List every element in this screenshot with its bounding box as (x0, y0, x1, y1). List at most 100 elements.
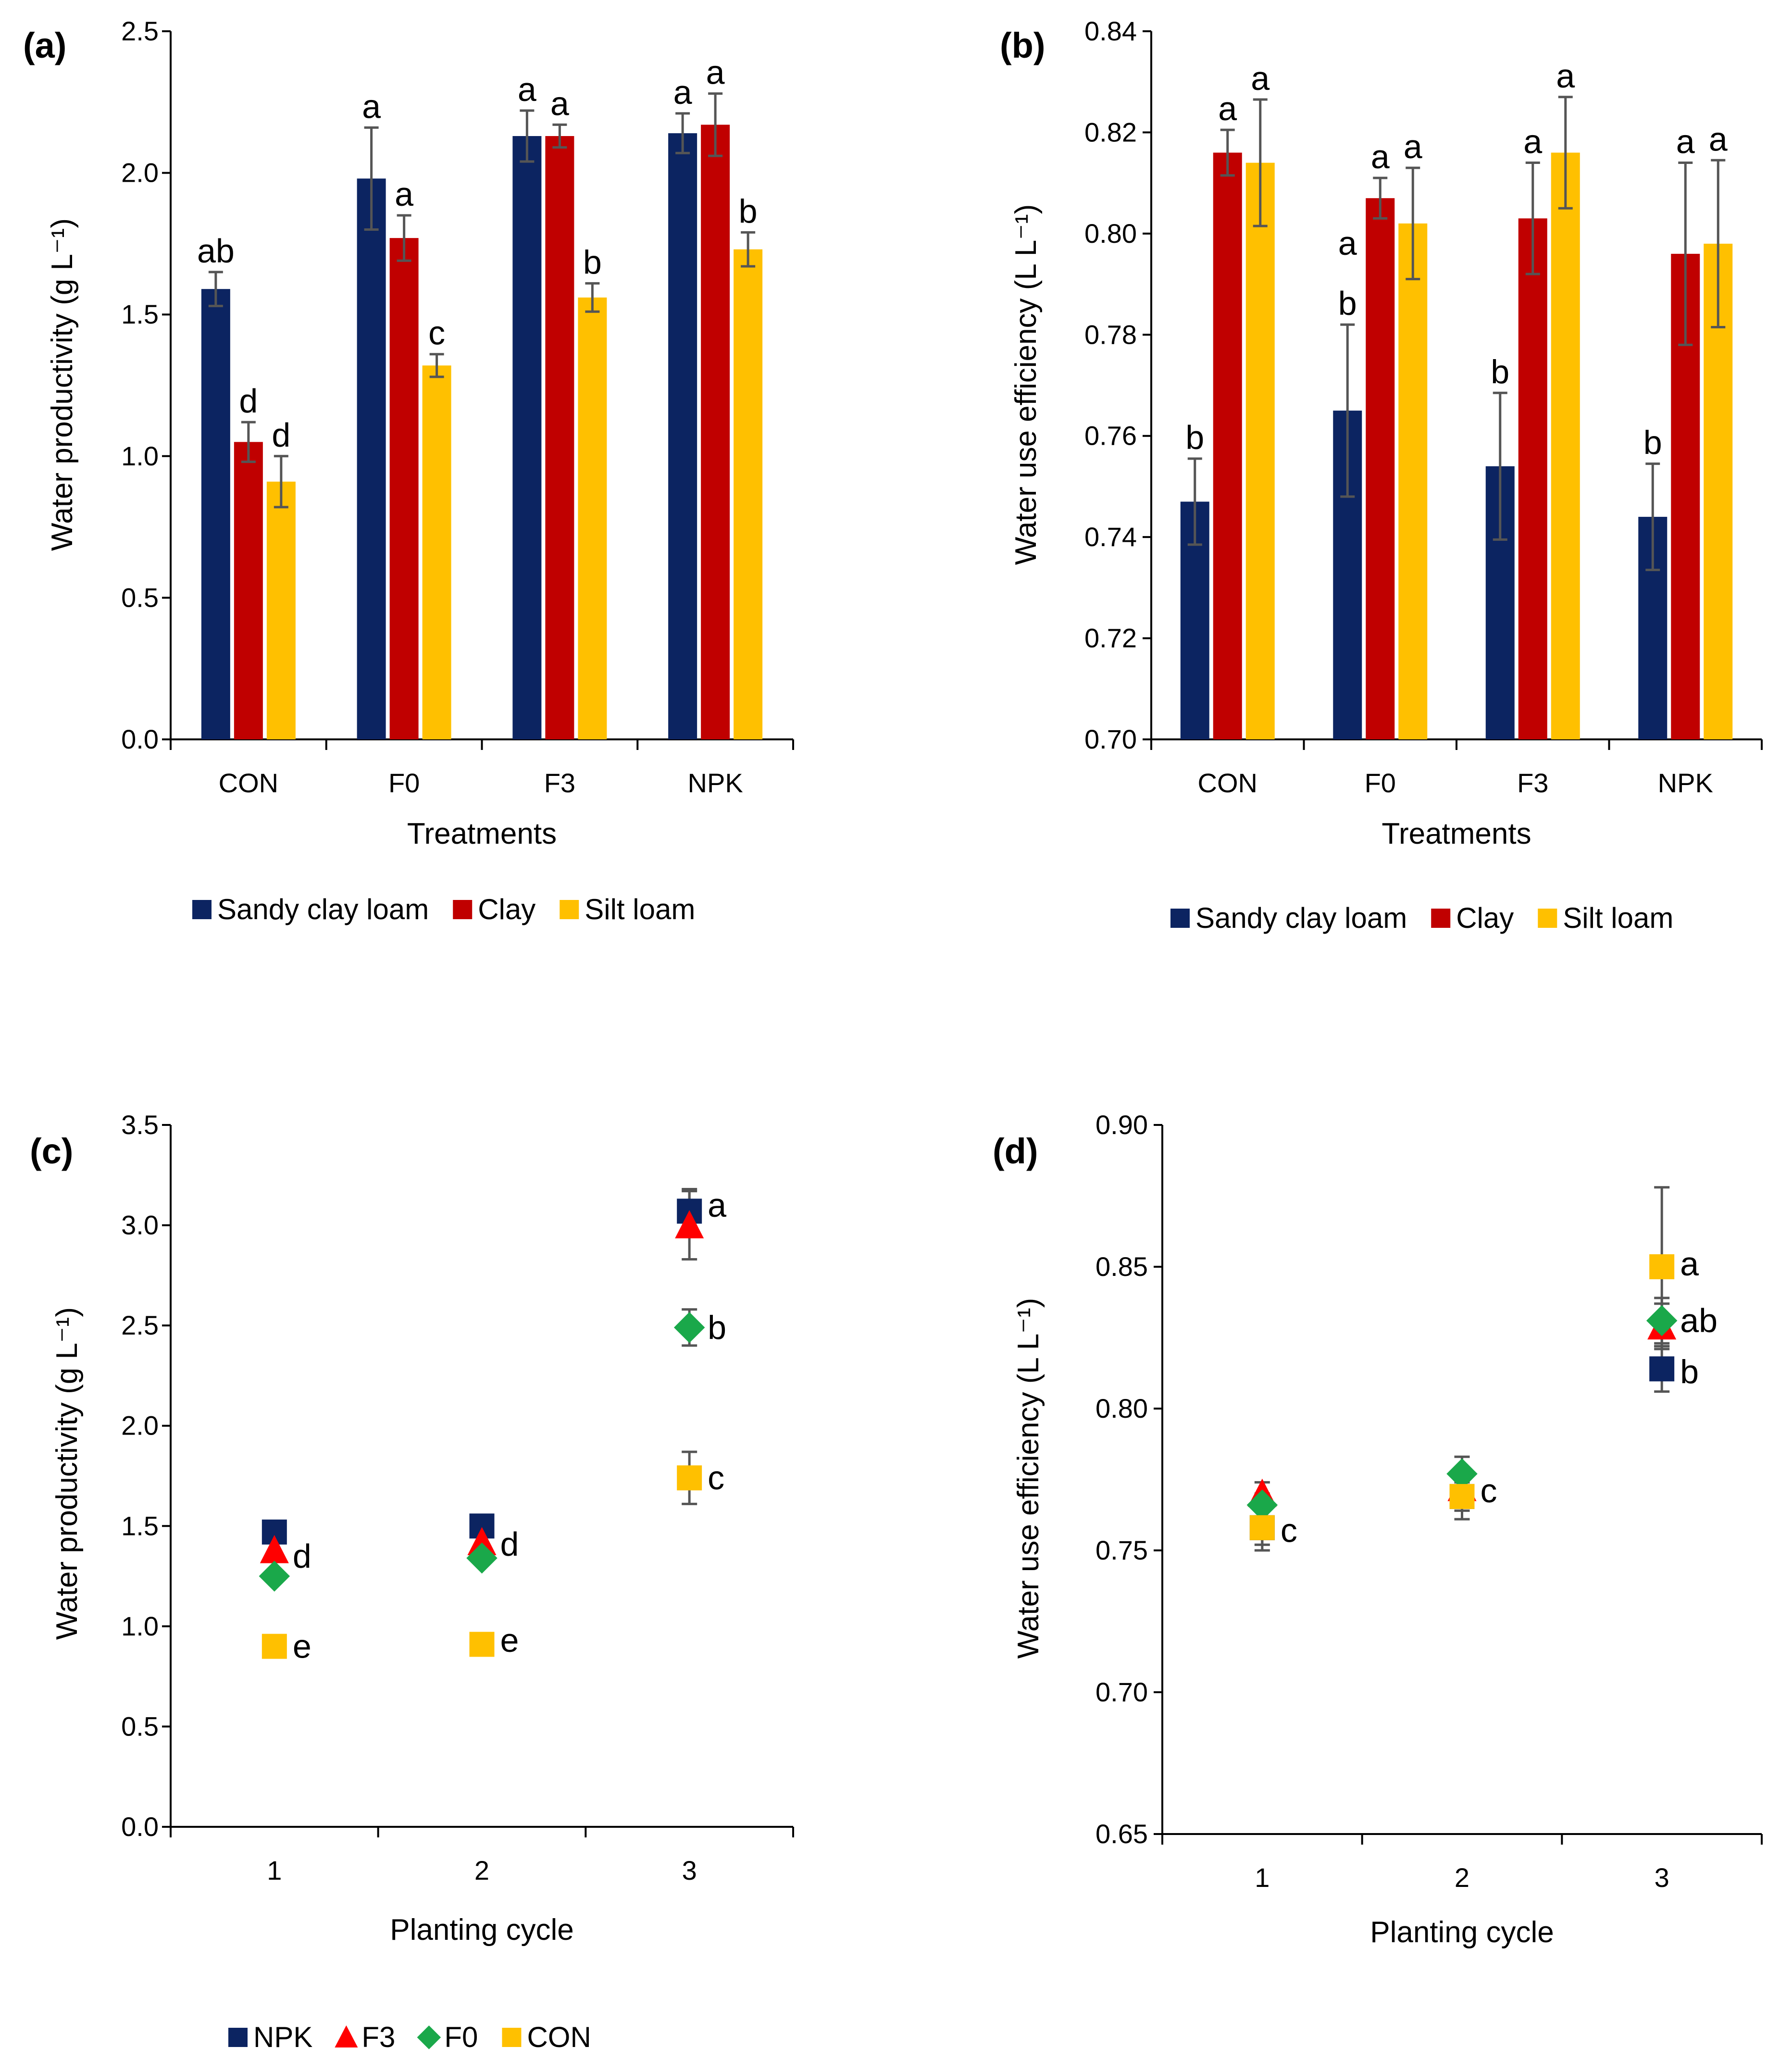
x-tick-label: F0 (1365, 768, 1396, 798)
legend-label: Sandy clay loam (1195, 902, 1407, 934)
legend-swatch-clay (1431, 909, 1451, 928)
significance-letter: a (706, 54, 725, 91)
significance-letter: a (1676, 123, 1695, 161)
point-con-cycle-3 (1649, 1254, 1675, 1279)
significance-letter: ab (1680, 1302, 1718, 1339)
y-tick-label: 0.5 (121, 582, 159, 612)
x-tick-label: F0 (388, 768, 420, 798)
legend-label: NPK (253, 2021, 312, 2053)
legend-label: Silt loam (1563, 902, 1673, 934)
legend-label: Clay (1456, 902, 1514, 934)
bar-clay-npk (701, 125, 730, 739)
point-con-cycle-1 (261, 1634, 287, 1659)
significance-letter: ab (197, 232, 235, 270)
significance-letter: a (1680, 1245, 1699, 1283)
y-tick-label: 0.90 (1095, 1110, 1148, 1140)
y-axis-title: Water use efficiency (L L⁻¹) (1009, 204, 1043, 565)
chart-panel-d: (d) 0.65 0.70 0.75 0.80 0.85 0.90 1 2 3 Planting c… (993, 1110, 1763, 1949)
x-tick-label: F3 (544, 768, 575, 798)
y-tick-label: 2.5 (121, 1310, 159, 1340)
point-con-cycle-2 (1449, 1484, 1475, 1509)
bar-sandy-clay-loam-con (201, 289, 230, 739)
significance-letter: a (362, 87, 381, 125)
y-axis-title: Water productivity (g L⁻¹) (50, 1307, 84, 1640)
significance-letter: b (708, 1309, 726, 1346)
y-axis-title: Water productivity (g L⁻¹) (46, 218, 79, 551)
chart-panel-c: (c) 0.0 0.5 1.0 1.5 2.0 2.5 3.0 3.5 1 2 3 Planting c… (30, 1110, 794, 2053)
significance-letter: b (739, 192, 758, 230)
y-tick-label: 0.70 (1095, 1677, 1148, 1707)
x-tick-label: F3 (1517, 768, 1548, 798)
y-tick-label: 2.0 (121, 1410, 159, 1441)
bar-sandy-clay-loam-npk (668, 133, 697, 739)
significance-letter: a (1556, 57, 1575, 95)
significance-letter: c (708, 1459, 724, 1497)
chart-panel-a: (a) 0.0 0.5 1.0 1.5 2.0 2.5 CON F0 F3 NPK Treatment… (23, 16, 794, 925)
bar-clay-f3 (1518, 218, 1547, 739)
significance-letter: a (1371, 138, 1390, 175)
bar-clay-con (1213, 152, 1242, 739)
y-tick-label: 0.0 (121, 724, 159, 754)
significance-letter: a (1218, 90, 1237, 127)
legend-swatch-silt-loam (1538, 909, 1557, 928)
y-tick-label: 1.0 (121, 1611, 159, 1641)
x-tick-label: CON (219, 768, 278, 798)
legend: Sandy clay loam Clay Silt loam (1170, 902, 1673, 934)
legend-swatch-npk (228, 2028, 248, 2047)
panel-label: (d) (993, 1131, 1038, 1171)
chart-panel-b: (b) 0.70 0.72 0.74 0.76 0.78 0.80 0.82 0.84 CON F0… (1000, 16, 1763, 934)
bar-silt-loam-f0 (1398, 223, 1428, 739)
y-tick-label: 0.70 (1084, 724, 1137, 754)
x-axis-title: Planting cycle (1370, 1916, 1554, 1949)
significance-letter: b (583, 243, 602, 281)
significance-letter: a (673, 74, 692, 111)
significance-letter: e (293, 1628, 311, 1665)
legend-swatch-sandy-clay-loam (192, 900, 212, 919)
significance-letter: a (1523, 123, 1542, 161)
significance-letter: b (1491, 353, 1509, 390)
significance-letter: d (500, 1525, 519, 1563)
bar-silt-loam-con (266, 481, 296, 739)
point-f3-cycle-3 (675, 1210, 704, 1238)
significance-letter: e (500, 1622, 519, 1659)
bar-silt-loam-f0 (422, 365, 451, 739)
x-tick-label: 3 (1655, 1862, 1669, 1893)
bar-clay-f3 (545, 136, 574, 739)
x-tick-label: 1 (1255, 1862, 1270, 1893)
point-con-cycle-3 (677, 1465, 702, 1491)
significance-letter: a (395, 175, 413, 213)
x-tick-label: 3 (682, 1855, 697, 1885)
x-axis-title: Planting cycle (390, 1913, 574, 1947)
significance-letter: a (708, 1186, 726, 1224)
significance-letter: c (1481, 1472, 1497, 1510)
x-tick-label: NPK (1658, 768, 1713, 798)
x-tick-label: CON (1198, 768, 1257, 798)
bar-silt-loam-con (1245, 162, 1275, 739)
significance-letter: b (1338, 285, 1357, 322)
y-tick-label: 1.5 (121, 299, 159, 329)
legend-label: Clay (478, 893, 535, 925)
panel-label: (c) (30, 1131, 73, 1171)
y-tick-label: 3.0 (121, 1210, 159, 1240)
bar-clay-con (234, 442, 263, 739)
bar-clay-f0 (1366, 198, 1395, 739)
legend: Sandy clay loam Clay Silt loam (192, 893, 695, 925)
legend-label: F3 (361, 2021, 395, 2053)
significance-letter: a (1404, 128, 1422, 165)
bar-sandy-clay-loam-f3 (512, 136, 542, 739)
x-tick-label: 2 (1455, 1862, 1469, 1893)
significance-letter: a (1709, 120, 1728, 158)
point-f3-cycle-1 (260, 1535, 289, 1563)
y-tick-label: 0.85 (1095, 1251, 1148, 1282)
legend: NPK F3 F0 CON (228, 2021, 591, 2053)
legend-label: F0 (444, 2021, 478, 2053)
legend-label: Sandy clay loam (217, 893, 429, 925)
point-f3-cycle-2 (467, 1527, 497, 1555)
y-tick-label: 0.65 (1095, 1819, 1148, 1849)
point-f0-cycle-2 (466, 1542, 498, 1574)
y-tick-label: 2.0 (121, 158, 159, 188)
legend-label: CON (527, 2021, 591, 2053)
y-tick-label: 3.5 (121, 1110, 159, 1140)
panel-label: (b) (1000, 25, 1046, 65)
